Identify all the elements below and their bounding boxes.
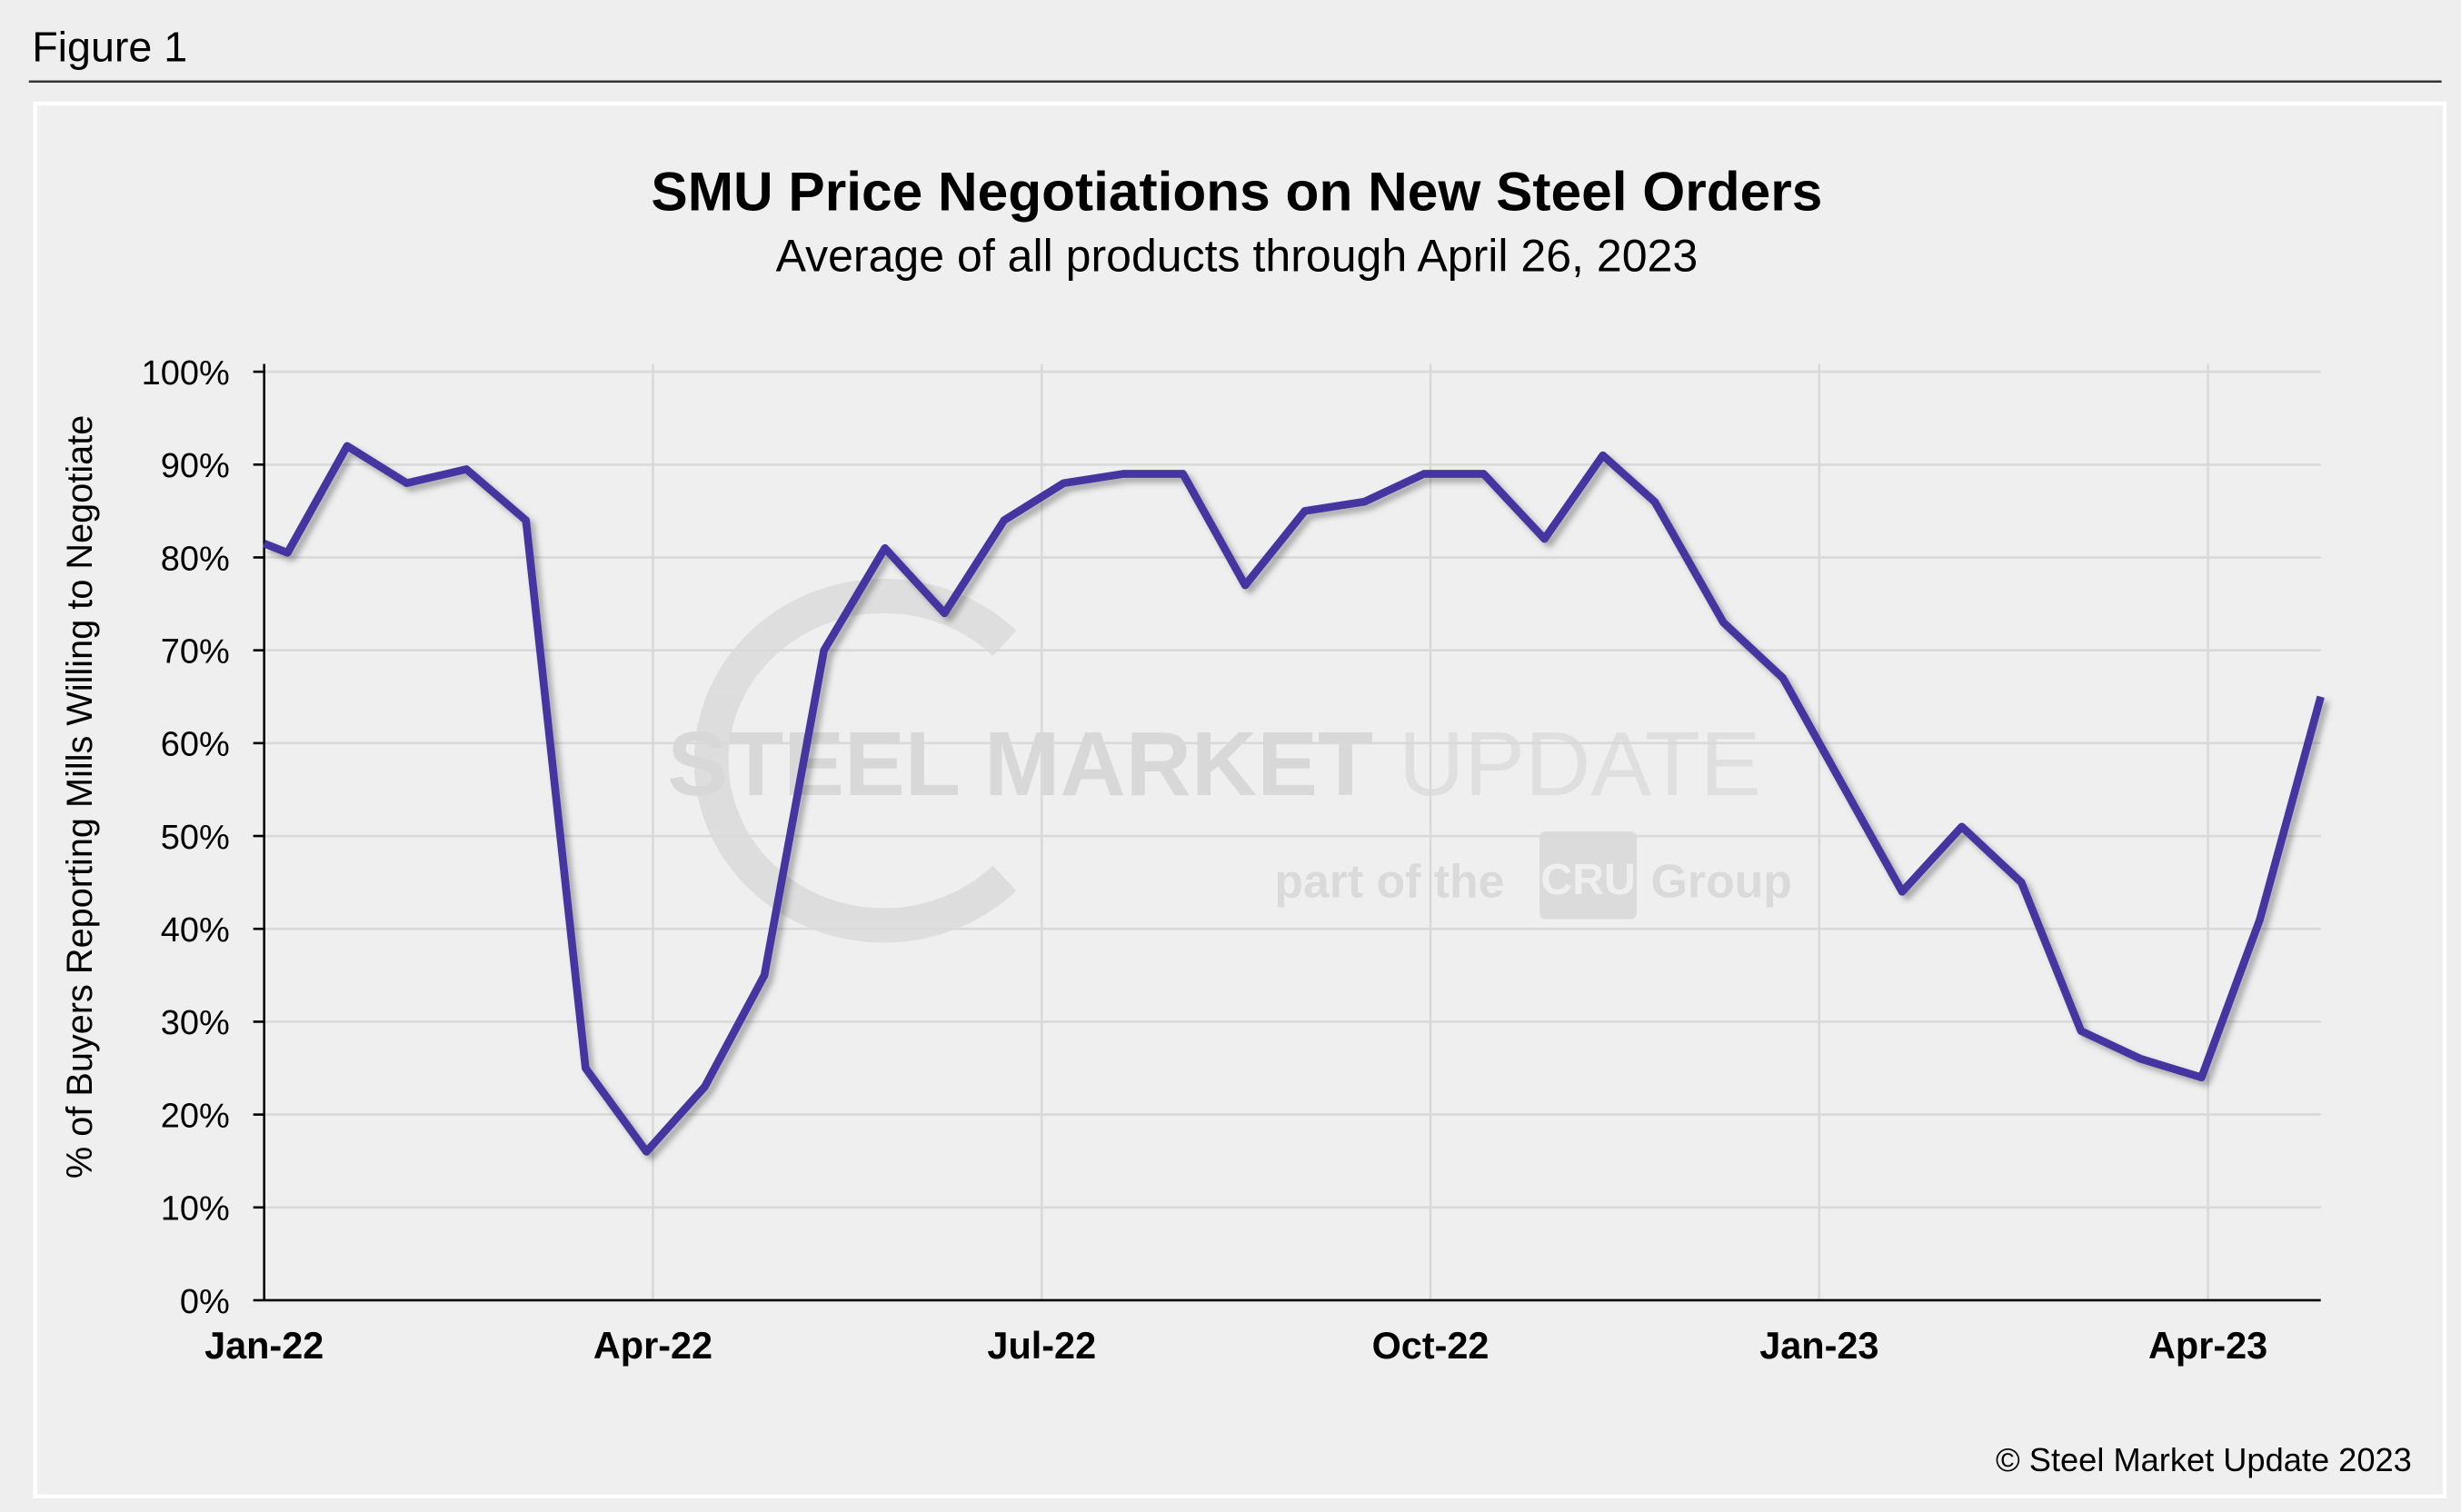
y-tick-label: 20% (161, 1097, 230, 1135)
series-line (263, 442, 2325, 1156)
x-tick-label: Apr-22 (593, 1325, 712, 1367)
y-tick-label: 10% (161, 1190, 230, 1228)
chart-subtitle: Average of all products through April 26… (776, 231, 1699, 282)
x-tick-label: Jan-23 (1759, 1325, 1878, 1367)
x-tick-label: Oct-22 (1372, 1325, 1490, 1367)
watermark-part-of: part of the (1274, 854, 1504, 907)
y-tick-label: 100% (142, 354, 230, 393)
chart-panel (33, 101, 2447, 1498)
watermark-swoosh-icon (693, 578, 1017, 943)
copyright: © Steel Market Update 2023 (1996, 1441, 2412, 1478)
y-tick-label: 40% (161, 911, 230, 950)
x-tick-label: Jul-22 (987, 1325, 1096, 1367)
y-tick-label: 50% (161, 819, 230, 857)
figure-label: Figure 1 (32, 23, 187, 70)
y-axis-label: % of Buyers Reporting Mills Willing to N… (60, 415, 100, 1179)
y-tick-label: 80% (161, 540, 230, 578)
y-tick-label: 70% (161, 632, 230, 671)
watermark-cru-text: CRU (1540, 855, 1636, 904)
watermark-group: Group (1651, 854, 1792, 907)
chart-title: SMU Price Negotiations on New Steel Orde… (651, 160, 1822, 222)
x-axis-ticks: Jan-22 Apr-22 Jul-22 Oct-22 Jan-23 Apr-23 (204, 1325, 2267, 1367)
y-tick-label: 0% (180, 1283, 230, 1321)
x-tick-label: Apr-23 (2148, 1325, 2267, 1367)
watermark-cru-badge (1539, 831, 1638, 920)
y-tick-label: 30% (161, 1004, 230, 1042)
watermark-logo: STEEL MARKET UPDATE part of the CRU Grou… (667, 578, 1792, 943)
y-tick-label: 60% (161, 726, 230, 764)
watermark-title: STEEL MARKET UPDATE (667, 713, 1760, 815)
y-axis-ticks: 0% 10% 20% 30% 40% 50% 60% 70% 80% 90% 100% (142, 354, 264, 1321)
x-tick-label: Jan-22 (204, 1325, 324, 1367)
gridlines (264, 363, 2321, 1300)
y-tick-label: 90% (161, 447, 230, 485)
series-points (264, 445, 2321, 1152)
